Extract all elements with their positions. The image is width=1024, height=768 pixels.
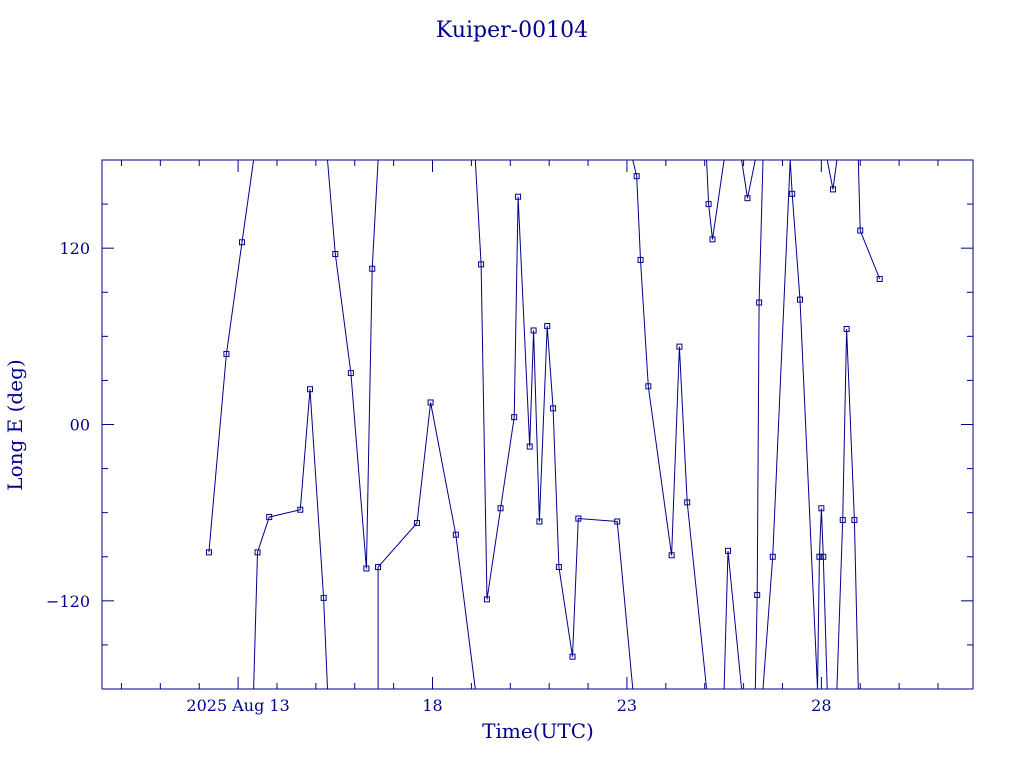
data-point	[413, 519, 420, 526]
series-line	[377, 402, 476, 690]
data-point	[363, 565, 370, 572]
series-markers	[205, 173, 883, 660]
y-axis-label: Long E (deg)	[3, 359, 27, 490]
data-point	[347, 370, 354, 377]
data-point	[320, 594, 327, 601]
series-line	[826, 159, 838, 190]
data-point	[637, 256, 644, 263]
series-line	[706, 159, 725, 240]
data-point	[709, 236, 716, 243]
data-point	[857, 227, 864, 234]
data-point	[483, 596, 490, 603]
data-point	[876, 276, 883, 283]
data-point	[830, 186, 837, 193]
data-point	[769, 553, 776, 560]
x-axis-label: Time(UTC)	[482, 719, 594, 743]
y-axis: −120 00 120	[46, 203, 973, 646]
data-point	[427, 399, 434, 406]
series-line	[762, 159, 828, 690]
data-point	[223, 350, 230, 357]
chart-title: Kuiper-00104	[436, 18, 588, 43]
data-point	[497, 505, 504, 512]
data-point	[515, 193, 522, 200]
data-point	[668, 552, 675, 559]
series-line	[836, 328, 859, 690]
data-point	[530, 327, 537, 334]
data-point	[818, 505, 825, 512]
series-line	[857, 159, 881, 280]
data-point	[851, 517, 858, 524]
data-point	[266, 514, 273, 521]
data-point	[796, 296, 803, 303]
series-line	[632, 159, 708, 690]
data-point	[369, 265, 376, 272]
x-tick-label: 23	[617, 696, 637, 715]
data-point	[536, 518, 543, 525]
data-point	[511, 414, 518, 421]
data-point	[756, 299, 763, 306]
series-line	[474, 159, 634, 690]
data-point	[843, 325, 850, 332]
data-point	[614, 518, 621, 525]
plot-frame	[101, 159, 974, 690]
data-point	[633, 173, 640, 180]
series-line-group	[208, 159, 881, 690]
data-point	[816, 553, 823, 560]
data-point	[569, 653, 576, 660]
x-axis: 2025 Aug 13 18 23 28	[120, 160, 939, 715]
y-tick-label: 120	[59, 239, 90, 258]
data-point	[789, 190, 796, 197]
data-point	[452, 531, 459, 538]
plot-area	[101, 159, 974, 690]
data-point	[238, 239, 245, 246]
data-point	[645, 383, 652, 390]
x-tick-label: 2025 Aug 13	[186, 696, 289, 715]
x-tick-label: 28	[811, 696, 831, 715]
series-line	[327, 159, 379, 569]
data-point	[575, 515, 582, 522]
data-point	[725, 547, 732, 554]
data-point	[676, 343, 683, 350]
y-tick-label: 00	[70, 416, 90, 435]
data-point	[744, 195, 751, 202]
data-point	[550, 405, 557, 412]
series-line	[754, 159, 764, 690]
data-point	[555, 564, 562, 571]
data-point	[684, 499, 691, 506]
series-line	[208, 159, 255, 553]
data-point	[478, 261, 485, 268]
data-point	[297, 506, 304, 513]
data-point	[754, 591, 761, 598]
data-point	[375, 564, 382, 571]
data-point	[526, 443, 533, 450]
data-point	[205, 549, 212, 556]
series-line	[741, 159, 756, 199]
data-point	[820, 553, 827, 560]
x-tick-label: 18	[422, 696, 442, 715]
data-point	[307, 386, 314, 393]
y-tick-label: −120	[46, 592, 90, 611]
data-point	[705, 201, 712, 208]
series-line	[253, 389, 328, 690]
series-line	[723, 550, 743, 690]
data-point	[332, 251, 339, 258]
data-point	[254, 549, 261, 556]
data-point	[544, 323, 551, 330]
data-point	[839, 517, 846, 524]
